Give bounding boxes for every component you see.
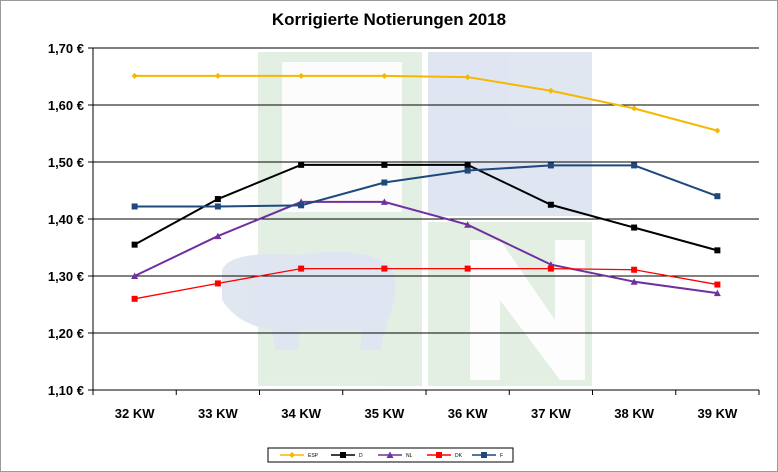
legend-label: D: [359, 453, 363, 459]
series-line: [134, 267, 718, 300]
x-axis-ticks: 32 KW 33 KW 34 KW 35 KW 36 KW 37 KW 38 KW 39 KW: [92, 390, 760, 421]
legend-label: F: [500, 453, 503, 459]
series-line: [134, 74, 718, 132]
data-point: [714, 193, 721, 200]
data-point: [631, 224, 638, 231]
legend: ESP D NL DK F: [267, 447, 514, 463]
y-axis-ticks: 1,10 € 1,20 € 1,30 € 1,40 € 1,50 € 1,60 € 1,70…: [48, 41, 93, 398]
x-tick-label: 36 KW: [448, 406, 488, 421]
data-point: [131, 241, 138, 248]
data-point: [298, 161, 305, 168]
data-point: [481, 452, 487, 458]
data-point: [464, 221, 472, 228]
data-point: [131, 272, 139, 279]
series-dk: [131, 265, 721, 302]
data-point: [464, 74, 471, 81]
data-point: [340, 452, 346, 458]
data-point: [214, 72, 221, 79]
x-tick-label: 33 KW: [198, 406, 238, 421]
legend-label: DK: [455, 453, 463, 459]
data-point: [547, 201, 554, 208]
x-tick-label: 38 KW: [614, 406, 654, 421]
data-point: [714, 281, 721, 288]
data-point: [131, 295, 138, 302]
data-point: [630, 278, 638, 285]
data-point: [547, 87, 554, 94]
chart-title: Korrigierte Notierungen 2018: [271, 10, 507, 29]
data-point: [631, 162, 638, 169]
data-point: [298, 265, 305, 272]
data-point: [631, 266, 638, 273]
data-point: [436, 452, 442, 458]
data-point: [381, 179, 388, 186]
y-tick-label: 1,20 €: [48, 326, 84, 341]
data-point: [464, 161, 471, 168]
x-tick-label: 32 KW: [115, 406, 155, 421]
legend-label: NL: [406, 453, 413, 459]
series-group: [131, 72, 721, 302]
data-point: [214, 203, 221, 210]
data-point: [547, 265, 554, 272]
data-point: [289, 452, 295, 458]
series-esp: [131, 72, 721, 134]
data-point: [464, 265, 471, 272]
series-line: [134, 163, 718, 252]
y-tick-label: 1,10 €: [48, 383, 84, 398]
data-point: [381, 265, 388, 272]
data-point: [298, 202, 305, 209]
grid-lines: [93, 47, 759, 334]
data-point: [386, 451, 394, 458]
y-tick-label: 1,30 €: [48, 269, 84, 284]
series-line: [134, 164, 718, 208]
data-point: [714, 247, 721, 254]
y-tick-label: 1,70 €: [48, 41, 84, 56]
series-line: [134, 200, 718, 295]
data-point: [381, 161, 388, 168]
data-point: [381, 72, 388, 79]
x-tick-label: 35 KW: [365, 406, 405, 421]
series-d: [131, 161, 721, 254]
data-point: [464, 167, 471, 174]
data-point: [214, 232, 222, 240]
x-tick-label: 37 KW: [531, 406, 571, 421]
legend-label: ESP: [308, 453, 319, 459]
data-point: [298, 72, 305, 79]
data-point: [214, 196, 221, 203]
data-point: [714, 127, 721, 134]
data-point: [380, 198, 388, 205]
x-tick-label: 34 KW: [281, 406, 321, 421]
x-tick-label: 39 KW: [698, 406, 738, 421]
series-f: [131, 162, 721, 210]
data-point: [631, 105, 638, 112]
y-tick-label: 1,60 €: [48, 98, 84, 113]
y-tick-label: 1,50 €: [48, 155, 84, 170]
data-point: [547, 162, 554, 169]
data-point: [131, 203, 138, 210]
y-tick-label: 1,40 €: [48, 212, 84, 227]
data-point: [214, 280, 221, 287]
data-point: [131, 72, 138, 79]
data-point: [713, 289, 721, 297]
